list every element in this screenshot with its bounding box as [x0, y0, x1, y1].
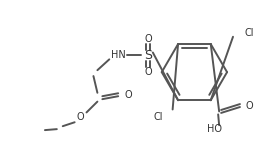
Text: O: O — [246, 100, 254, 111]
Text: HN: HN — [111, 50, 126, 60]
Text: O: O — [124, 90, 132, 100]
Text: Cl: Cl — [153, 112, 163, 122]
Text: O: O — [144, 34, 152, 44]
Text: O: O — [144, 67, 152, 77]
Text: S: S — [144, 49, 152, 62]
Text: HO: HO — [207, 124, 222, 134]
Text: O: O — [77, 112, 84, 122]
Text: Cl: Cl — [245, 28, 254, 38]
